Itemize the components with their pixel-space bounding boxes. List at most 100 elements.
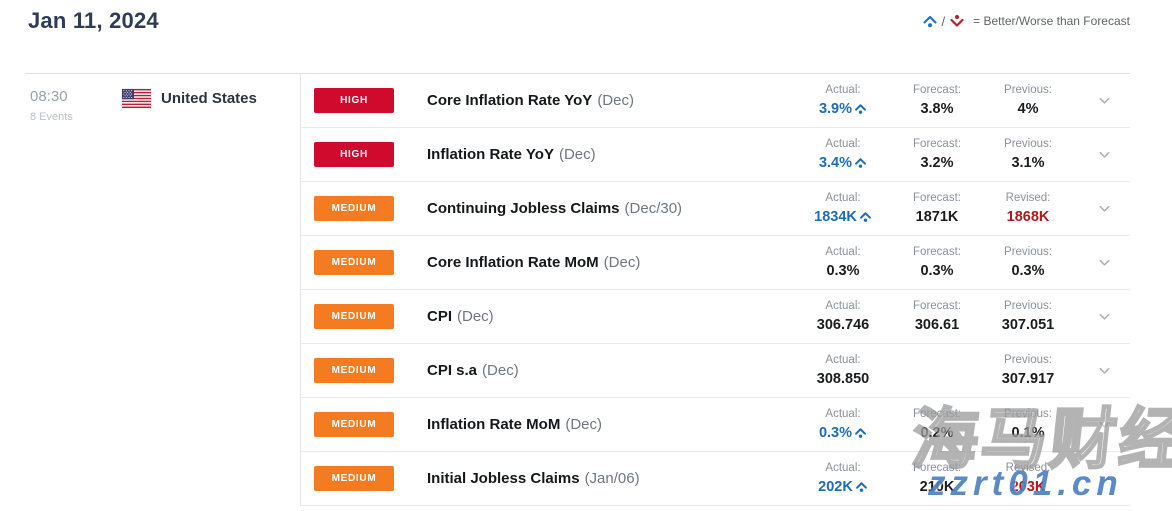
value-label: Actual: <box>825 137 861 150</box>
value-number: 202K <box>818 478 853 495</box>
event-row[interactable]: HIGH Inflation Rate YoY (Dec) Actual: 3.4% Fo… <box>301 128 1130 182</box>
event-period: (Dec/30) <box>624 200 683 217</box>
value-column: Forecast: 0.2% <box>892 408 982 442</box>
value-number: 306.61 <box>914 316 960 333</box>
value-column: Actual: 1834K <box>798 192 888 226</box>
importance-badge: MEDIUM <box>314 412 394 437</box>
value-label: Forecast: <box>913 461 961 474</box>
value-text: 202K <box>798 478 888 496</box>
value-text: 0.3% <box>986 262 1070 280</box>
expand-chevron-icon[interactable] <box>1092 147 1116 162</box>
values-group: Actual: 0.3% Forecast: 0.3% Previous: 0.3% <box>798 246 1116 280</box>
value-text: 203K <box>986 478 1070 496</box>
event-name-text: Inflation Rate YoY <box>427 146 554 163</box>
value-label: Previous: <box>1004 137 1052 150</box>
worse-than-forecast-icon <box>949 13 965 29</box>
event-row[interactable]: MEDIUM CPI s.a (Dec) Actual: 308.850 Previous… <box>301 344 1130 398</box>
values-group: Actual: 306.746 Forecast: 306.61 Previous: 30… <box>798 300 1116 334</box>
events-count: 8 Events <box>30 111 73 123</box>
event-period: (Dec) <box>565 416 602 433</box>
value-label: Forecast: <box>913 245 961 258</box>
event-name: CPI s.a (Dec) <box>427 362 519 379</box>
better-than-forecast-icon <box>852 101 867 117</box>
legend-text: = Better/Worse than Forecast <box>973 14 1130 28</box>
event-name-text: Inflation Rate MoM <box>427 416 561 433</box>
event-name-text: Core Inflation Rate YoY <box>427 92 593 109</box>
value-number: 203K <box>1010 478 1046 495</box>
value-text: 3.2% <box>892 154 982 172</box>
value-label: Actual: <box>825 461 861 474</box>
value-label <box>892 363 982 376</box>
value-number: 4% <box>1017 100 1039 117</box>
value-label: Actual: <box>825 191 861 204</box>
value-label: Previous: <box>1004 299 1052 312</box>
value-number: 1868K <box>1006 208 1050 225</box>
expand-chevron-icon[interactable] <box>1092 201 1116 216</box>
value-number: 308.850 <box>816 370 870 387</box>
expand-chevron-icon[interactable] <box>1092 471 1116 486</box>
expand-chevron-icon[interactable] <box>1092 93 1116 108</box>
events-table: 08:30 8 Events <box>25 73 1130 506</box>
value-number: 210K <box>919 478 955 495</box>
value-label: Actual: <box>825 353 861 366</box>
event-row[interactable]: MEDIUM Continuing Jobless Claims (Dec/30) A… <box>301 182 1130 236</box>
value-column: Forecast: 0.3% <box>892 246 982 280</box>
value-column: Forecast: 306.61 <box>892 300 982 334</box>
value-label: Previous: <box>1004 353 1052 366</box>
better-than-forecast-icon <box>852 155 867 171</box>
value-number: 307.917 <box>1001 370 1055 387</box>
value-column: Previous: 307.917 <box>986 354 1070 388</box>
better-than-forecast-icon <box>922 13 938 29</box>
value-text: 0.3% <box>892 262 982 280</box>
values-group: Actual: 0.3% Forecast: 0.2% Previous: 0.1% <box>798 408 1116 442</box>
value-column: Previous: 3.1% <box>986 138 1070 172</box>
expand-chevron-icon[interactable] <box>1092 363 1116 378</box>
value-label: Previous: <box>1004 407 1052 420</box>
value-text: 0.1% <box>986 424 1070 442</box>
value-text: 3.8% <box>892 100 982 118</box>
value-column: Actual: 0.3% <box>798 408 888 442</box>
event-time: 08:30 <box>30 88 68 105</box>
value-number: 3.1% <box>1011 154 1045 171</box>
event-period: (Dec) <box>482 362 519 379</box>
expand-chevron-icon[interactable] <box>1092 417 1116 432</box>
expand-chevron-icon[interactable] <box>1092 255 1116 270</box>
event-row[interactable]: HIGH Core Inflation Rate YoY (Dec) Actual: 3… <box>301 74 1130 128</box>
value-number: 306.746 <box>816 316 870 333</box>
value-label: Revised: <box>1005 461 1051 474</box>
value-column: Previous: 4% <box>986 84 1070 118</box>
expand-chevron-icon[interactable] <box>1092 309 1116 324</box>
event-row[interactable]: MEDIUM Core Inflation Rate MoM (Dec) Actual… <box>301 236 1130 290</box>
value-label: Forecast: <box>913 137 961 150</box>
value-text: 307.917 <box>986 370 1070 388</box>
importance-badge: HIGH <box>314 142 394 167</box>
value-column: Revised: 1868K <box>986 192 1070 226</box>
value-column: Previous: 0.1% <box>986 408 1070 442</box>
value-label: Actual: <box>825 299 861 312</box>
better-than-forecast-icon <box>852 425 867 441</box>
value-text: 3.1% <box>986 154 1070 172</box>
event-row[interactable]: MEDIUM Initial Jobless Claims (Jan/06) Actu… <box>301 452 1130 506</box>
value-label: Forecast: <box>913 83 961 96</box>
value-number: 0.3% <box>818 424 853 441</box>
event-period: (Dec) <box>457 308 494 325</box>
value-column: Actual: 3.9% <box>798 84 888 118</box>
value-column: Actual: 0.3% <box>798 246 888 280</box>
value-text: 1871K <box>892 208 982 226</box>
value-column: Actual: 308.850 <box>798 354 888 388</box>
event-name-text: Continuing Jobless Claims <box>427 200 620 217</box>
event-period: (Jan/06) <box>584 470 640 487</box>
event-row[interactable]: MEDIUM Inflation Rate MoM (Dec) Actual: 0.3%… <box>301 398 1130 452</box>
event-row[interactable]: MEDIUM CPI (Dec) Actual: 306.746 Forecast: 306… <box>301 290 1130 344</box>
value-label: Previous: <box>1004 245 1052 258</box>
time-block: 08:30 8 Events <box>30 86 122 123</box>
value-column: Forecast: 210K <box>892 462 982 496</box>
value-text: 3.4% <box>798 154 888 172</box>
value-text: 210K <box>892 478 982 496</box>
values-group: Actual: 3.9% Forecast: 3.8% Previous: 4% <box>798 84 1116 118</box>
value-number: 1871K <box>915 208 959 225</box>
value-text: 307.051 <box>986 316 1070 334</box>
value-column: Previous: 0.3% <box>986 246 1070 280</box>
event-name-text: CPI s.a <box>427 362 478 379</box>
value-label: Previous: <box>1004 83 1052 96</box>
